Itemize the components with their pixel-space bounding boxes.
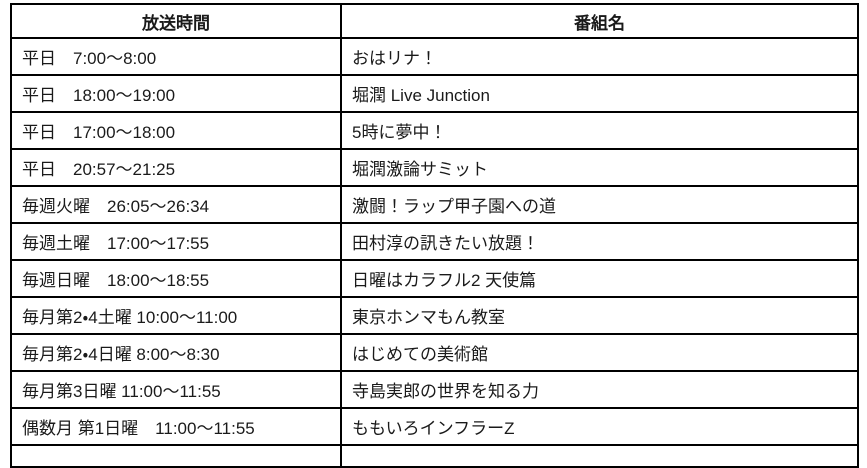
program-name-cell: 堀潤激論サミット [340, 148, 859, 187]
broadcast-time-cell-partial [10, 444, 342, 468]
table-row: 平日 20:57～21:25 堀潤激論サミット [10, 148, 859, 187]
table-row: 毎月第2・4土曜 10:00～11:00 東京ホンマもん教室 [10, 296, 859, 335]
program-name-cell: 寺島実郎の世界を知る力 [340, 370, 859, 409]
table-row-partial [10, 444, 859, 468]
program-name-cell: 日曜はカラフル2 天使篇 [340, 259, 859, 298]
schedule-body: 平日 7:00～8:00 おはリナ！ 平日 18:00～19:00 堀潤 Live J… [10, 37, 859, 468]
program-name-cell-partial [340, 444, 859, 468]
broadcast-time-cell: 毎月第3日曜 11:00～11:55 [10, 370, 342, 409]
table-row: 毎月第3日曜 11:00～11:55 寺島実郎の世界を知る力 [10, 370, 859, 409]
program-name-cell: 5時に夢中！ [340, 111, 859, 150]
broadcast-time-cell: 偶数月 第1日曜 11:00～11:55 [10, 407, 342, 446]
broadcast-time-cell: 毎月第2・4日曜 8:00～8:30 [10, 333, 342, 372]
table-row: 平日 18:00～19:00 堀潤 Live Junction [10, 74, 859, 113]
broadcast-time-cell: 平日 7:00～8:00 [10, 37, 342, 76]
table-row: 平日 17:00～18:00 5時に夢中！ [10, 111, 859, 150]
program-name-cell: ももいろインフラーZ [340, 407, 859, 446]
broadcast-time-cell: 平日 17:00～18:00 [10, 111, 342, 150]
table-row: 偶数月 第1日曜 11:00～11:55 ももいろインフラーZ [10, 407, 859, 446]
column-header-program-name: 番組名 [340, 3, 859, 39]
header-row: 放送時間 番組名 [10, 3, 859, 39]
program-name-cell: 堀潤 Live Junction [340, 74, 859, 113]
table-row: 毎週土曜 17:00～17:55 田村淳の訊きたい放題！ [10, 222, 859, 261]
program-name-cell: 激闘！ラップ甲子園への道 [340, 185, 859, 224]
broadcast-time-cell: 毎週土曜 17:00～17:55 [10, 222, 342, 261]
program-name-cell: 東京ホンマもん教室 [340, 296, 859, 335]
broadcast-time-cell: 毎週火曜 26:05～26:34 [10, 185, 342, 224]
program-schedule-table: 放送時間 番組名 平日 7:00～8:00 おはリナ！ 平日 18:00～19:00… [10, 3, 859, 468]
broadcast-time-cell: 毎週日曜 18:00～18:55 [10, 259, 342, 298]
table-row: 毎週火曜 26:05～26:34 激闘！ラップ甲子園への道 [10, 185, 859, 224]
table-row: 毎月第2・4日曜 8:00～8:30 はじめての美術館 [10, 333, 859, 372]
table-row: 毎週日曜 18:00～18:55 日曜はカラフル2 天使篇 [10, 259, 859, 298]
table-row: 平日 7:00～8:00 おはリナ！ [10, 37, 859, 76]
broadcast-time-cell: 平日 20:57～21:25 [10, 148, 342, 187]
program-name-cell: 田村淳の訊きたい放題！ [340, 222, 859, 261]
program-name-cell: はじめての美術館 [340, 333, 859, 372]
program-name-cell: おはリナ！ [340, 37, 859, 76]
column-header-broadcast-time: 放送時間 [10, 3, 342, 39]
broadcast-time-cell: 毎月第2・4土曜 10:00～11:00 [10, 296, 342, 335]
broadcast-time-cell: 平日 18:00～19:00 [10, 74, 342, 113]
